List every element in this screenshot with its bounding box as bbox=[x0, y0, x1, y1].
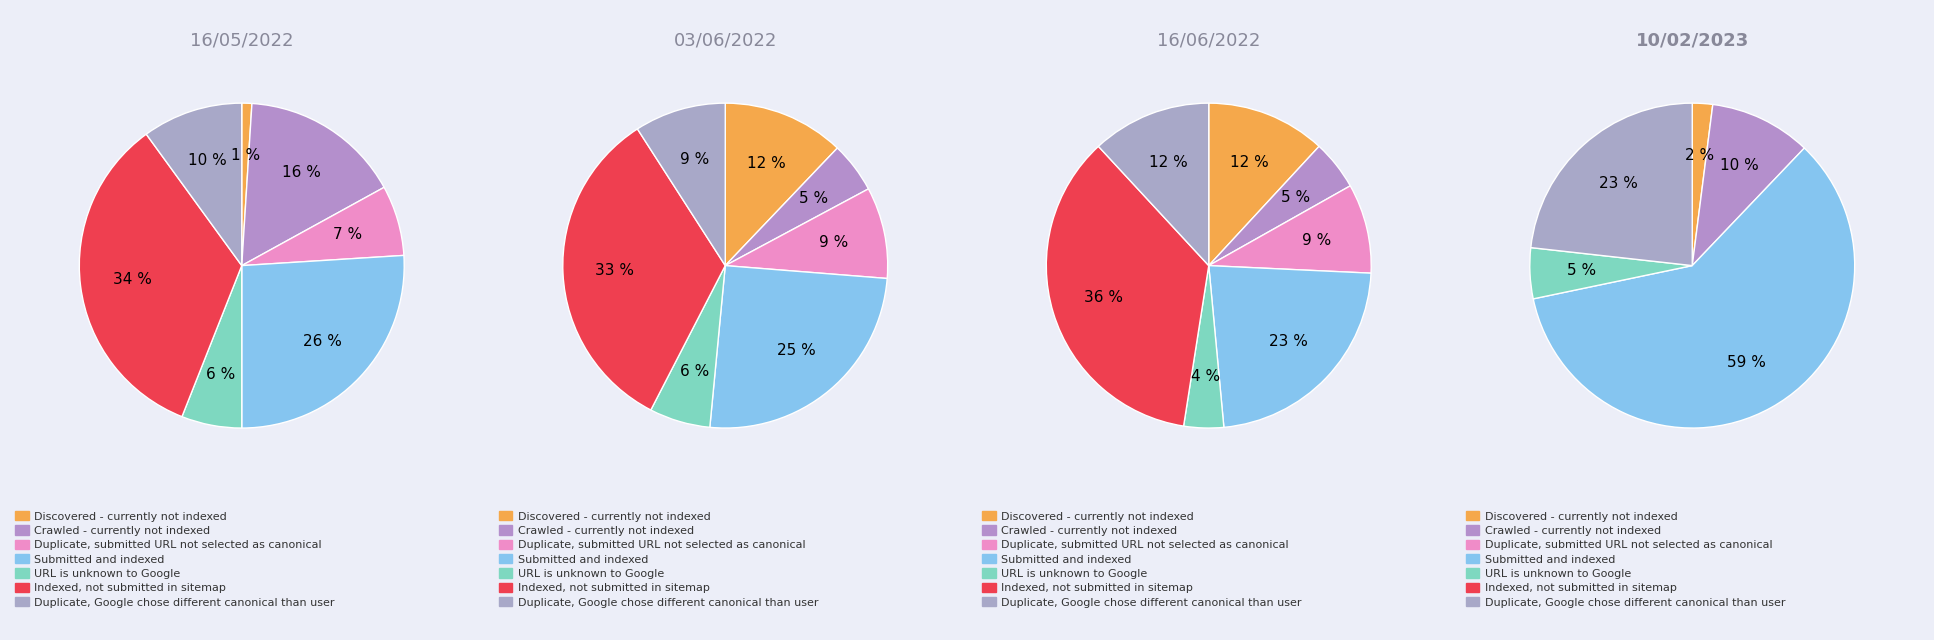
Wedge shape bbox=[242, 255, 404, 428]
Text: 9 %: 9 % bbox=[679, 152, 708, 167]
Wedge shape bbox=[638, 103, 725, 266]
Wedge shape bbox=[147, 103, 242, 266]
Text: 5 %: 5 % bbox=[1567, 263, 1596, 278]
Text: 10 %: 10 % bbox=[188, 153, 226, 168]
Wedge shape bbox=[1184, 266, 1224, 428]
Wedge shape bbox=[1099, 103, 1209, 266]
Text: 5 %: 5 % bbox=[1280, 189, 1309, 205]
Text: 12 %: 12 % bbox=[1149, 156, 1187, 170]
Wedge shape bbox=[242, 103, 251, 266]
Text: 6 %: 6 % bbox=[679, 364, 708, 379]
Text: 2 %: 2 % bbox=[1685, 148, 1714, 163]
Wedge shape bbox=[1209, 186, 1371, 273]
Text: 23 %: 23 % bbox=[1599, 176, 1638, 191]
Wedge shape bbox=[182, 266, 242, 428]
Wedge shape bbox=[1209, 147, 1350, 266]
Legend: Discovered - currently not indexed, Crawled - currently not indexed, Duplicate, : Discovered - currently not indexed, Craw… bbox=[1466, 511, 1785, 607]
Title: 10/02/2023: 10/02/2023 bbox=[1636, 32, 1748, 50]
Title: 16/05/2022: 16/05/2022 bbox=[190, 32, 294, 50]
Text: 12 %: 12 % bbox=[1230, 156, 1269, 170]
Title: 16/06/2022: 16/06/2022 bbox=[1157, 32, 1261, 50]
Text: 23 %: 23 % bbox=[1269, 334, 1307, 349]
Wedge shape bbox=[1530, 248, 1692, 299]
Wedge shape bbox=[1046, 147, 1209, 426]
Wedge shape bbox=[242, 104, 385, 266]
Wedge shape bbox=[1534, 148, 1855, 428]
Text: 7 %: 7 % bbox=[333, 227, 362, 243]
Wedge shape bbox=[242, 188, 404, 266]
Text: 12 %: 12 % bbox=[747, 156, 785, 170]
Legend: Discovered - currently not indexed, Crawled - currently not indexed, Duplicate, : Discovered - currently not indexed, Craw… bbox=[15, 511, 335, 607]
Wedge shape bbox=[710, 266, 888, 428]
Wedge shape bbox=[725, 189, 888, 278]
Wedge shape bbox=[563, 129, 725, 410]
Text: 34 %: 34 % bbox=[112, 272, 151, 287]
Legend: Discovered - currently not indexed, Crawled - currently not indexed, Duplicate, : Discovered - currently not indexed, Craw… bbox=[499, 511, 818, 607]
Wedge shape bbox=[652, 266, 725, 428]
Title: 03/06/2022: 03/06/2022 bbox=[673, 32, 777, 50]
Wedge shape bbox=[1692, 103, 1714, 266]
Text: 4 %: 4 % bbox=[1191, 369, 1220, 383]
Wedge shape bbox=[79, 134, 242, 417]
Text: 5 %: 5 % bbox=[799, 191, 828, 206]
Wedge shape bbox=[1209, 266, 1371, 428]
Wedge shape bbox=[1692, 104, 1804, 266]
Text: 10 %: 10 % bbox=[1721, 158, 1760, 173]
Wedge shape bbox=[725, 103, 837, 266]
Text: 59 %: 59 % bbox=[1727, 355, 1766, 370]
Legend: Discovered - currently not indexed, Crawled - currently not indexed, Duplicate, : Discovered - currently not indexed, Craw… bbox=[982, 511, 1302, 607]
Text: 9 %: 9 % bbox=[1302, 232, 1331, 248]
Text: 26 %: 26 % bbox=[304, 333, 342, 349]
Text: 33 %: 33 % bbox=[596, 263, 634, 278]
Text: 16 %: 16 % bbox=[282, 165, 321, 180]
Text: 1 %: 1 % bbox=[230, 148, 259, 163]
Text: 36 %: 36 % bbox=[1083, 291, 1122, 305]
Text: 6 %: 6 % bbox=[207, 367, 236, 381]
Wedge shape bbox=[725, 148, 868, 266]
Text: 9 %: 9 % bbox=[818, 236, 847, 250]
Wedge shape bbox=[1532, 103, 1692, 266]
Wedge shape bbox=[1209, 103, 1319, 266]
Text: 25 %: 25 % bbox=[777, 343, 816, 358]
